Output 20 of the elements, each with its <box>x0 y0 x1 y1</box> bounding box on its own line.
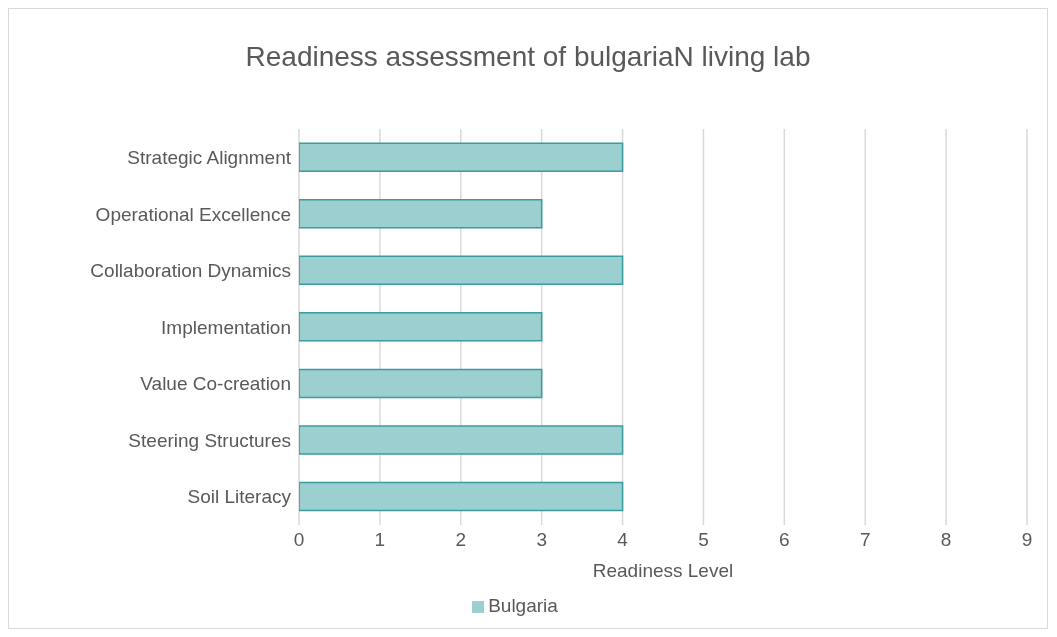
y-tick-label: Soil Literacy <box>187 486 292 508</box>
y-tick-label: Strategic Alignment <box>127 147 292 169</box>
x-tick-label: 4 <box>617 529 629 551</box>
y-tick-label: Implementation <box>161 316 291 338</box>
chart-title: Readiness assessment of bulgariaN living lab <box>244 40 812 74</box>
x-tick-label: 3 <box>536 529 547 551</box>
y-tick-label: Collaboration Dynamics <box>90 260 291 282</box>
x-tick-label: 2 <box>455 529 467 551</box>
x-tick-label: 8 <box>940 529 952 551</box>
y-tick-label: Steering Structures <box>128 429 291 451</box>
legend-label: Bulgaria <box>488 595 558 616</box>
x-tick-label: 6 <box>779 529 790 551</box>
x-tick-label: 9 <box>1021 529 1033 551</box>
x-tick-label: 5 <box>698 529 709 551</box>
x-tick-label: 7 <box>859 529 871 551</box>
x-tick-label: 1 <box>374 529 386 551</box>
y-tick-label: Operational Excellence <box>95 203 291 225</box>
x-tick-label: 0 <box>293 529 305 551</box>
y-tick-label: Value Co-creation <box>140 373 291 395</box>
x-axis-title: Readiness Level <box>592 560 734 581</box>
